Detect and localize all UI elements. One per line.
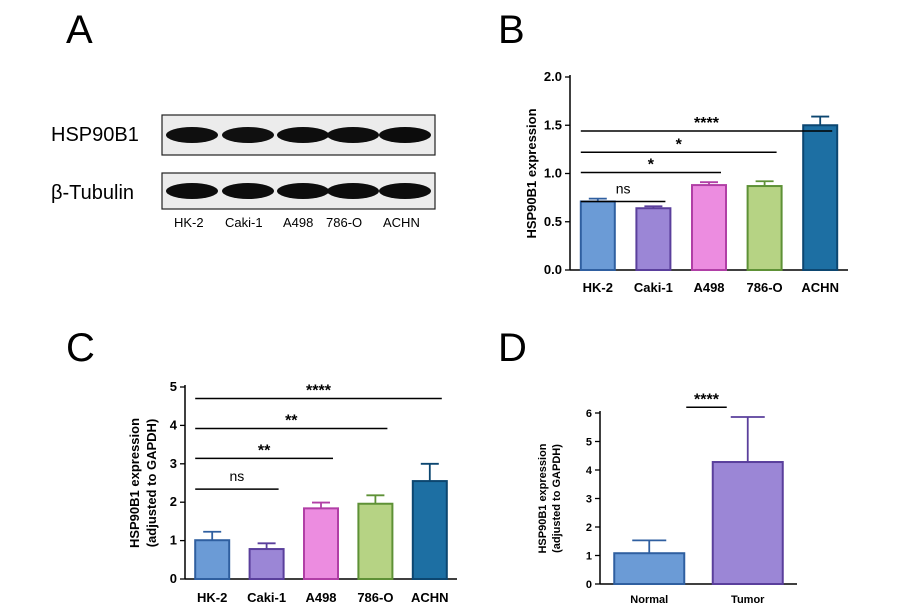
x-tick-label: HK-2 bbox=[197, 590, 227, 605]
x-tick-label: Tumor bbox=[731, 594, 765, 606]
x-tick-label: ACHN bbox=[411, 590, 449, 605]
x-tick-label: A498 bbox=[305, 590, 336, 605]
y-tick-label: 1 bbox=[170, 533, 177, 548]
blot-band bbox=[277, 127, 329, 143]
x-tick-label: 786-O bbox=[747, 280, 783, 295]
panel-label-c: C bbox=[66, 326, 95, 370]
x-tick-label: A498 bbox=[693, 280, 724, 295]
bar bbox=[635, 207, 672, 272]
y-tick-label: 5 bbox=[170, 379, 177, 394]
y-tick-label: 5 bbox=[586, 437, 592, 449]
blot-lane-label: ACHN bbox=[383, 215, 420, 230]
panel-label-a: A bbox=[66, 8, 93, 52]
significance-label: ** bbox=[285, 412, 298, 429]
blot-band bbox=[166, 127, 218, 143]
bar bbox=[357, 502, 394, 580]
y-tick-label: 0.0 bbox=[544, 262, 562, 277]
blot-band bbox=[379, 127, 431, 143]
bar bbox=[411, 480, 448, 580]
y-tick-label: 2 bbox=[586, 522, 592, 534]
bar bbox=[579, 200, 616, 271]
significance-label: ns bbox=[616, 180, 631, 196]
y-tick-label: 0 bbox=[170, 571, 177, 586]
blot-lane-label: 786-O bbox=[326, 215, 362, 230]
x-tick-label: 786-O bbox=[357, 590, 393, 605]
bar bbox=[303, 507, 339, 580]
y-tick-label: 2 bbox=[170, 494, 177, 509]
y-axis-label: (adjusted to GAPDH) bbox=[551, 444, 563, 553]
significance-label: ns bbox=[230, 468, 245, 484]
y-tick-label: 0.5 bbox=[544, 214, 562, 229]
x-tick-label: Caki-1 bbox=[634, 280, 673, 295]
blot-band bbox=[222, 183, 274, 199]
y-tick-label: 1.5 bbox=[544, 117, 562, 132]
blot-band bbox=[166, 183, 218, 199]
y-tick-label: 3 bbox=[170, 456, 177, 471]
y-tick-label: 2.0 bbox=[544, 69, 562, 84]
panel-label-d: D bbox=[498, 326, 527, 370]
chart-c: 0 1 2 3 4 5 HSP90B1 expression (adjusted to GAP… bbox=[127, 379, 457, 605]
y-tick-label: 6 bbox=[586, 408, 592, 420]
y-tick-label: 4 bbox=[586, 465, 593, 477]
bar bbox=[613, 552, 686, 585]
blot-lane-label: A498 bbox=[283, 215, 313, 230]
x-tick-label: HK-2 bbox=[583, 280, 613, 295]
y-axis-label: (adjusted to GAPDH) bbox=[144, 419, 159, 548]
significance-label: **** bbox=[306, 383, 332, 400]
blot-lane-label: Caki-1 bbox=[225, 215, 263, 230]
chart-b: 0.0 0.5 1.0 1.5 2.0 HSP90B1 expression HK-2 Cak… bbox=[524, 69, 848, 295]
y-axis-label: HSP90B1 expression bbox=[524, 108, 539, 238]
blot-band bbox=[327, 183, 379, 199]
y-tick-label: 1 bbox=[586, 551, 592, 563]
bar bbox=[746, 185, 783, 271]
blot-band bbox=[379, 183, 431, 199]
y-tick-label: 0 bbox=[586, 579, 592, 591]
y-axis-label: HSP90B1 expression bbox=[537, 443, 549, 553]
y-axis-label: HSP90B1 expression bbox=[127, 418, 142, 548]
significance-label: * bbox=[648, 157, 655, 174]
x-tick-label: ACHN bbox=[801, 280, 839, 295]
chart-d: 0 1 2 3 4 5 6 HSP90B1 expression (adjusted to GA… bbox=[537, 391, 797, 606]
significance-label: * bbox=[676, 136, 683, 153]
x-tick-label: Normal bbox=[630, 594, 668, 606]
blot-row-label: HSP90B1 bbox=[51, 124, 139, 146]
blot-row-label: β-Tubulin bbox=[51, 182, 134, 204]
bar bbox=[691, 184, 727, 271]
bar bbox=[248, 548, 285, 580]
blot-band bbox=[327, 127, 379, 143]
blot-band bbox=[222, 127, 274, 143]
blot-band bbox=[277, 183, 329, 199]
significance-label: **** bbox=[694, 115, 720, 132]
y-tick-label: 3 bbox=[586, 494, 592, 506]
blot-lane-label: HK-2 bbox=[174, 215, 204, 230]
bar bbox=[802, 124, 839, 271]
y-tick-label: 1.0 bbox=[544, 166, 562, 181]
significance-label: ** bbox=[258, 442, 271, 459]
bar bbox=[194, 539, 231, 581]
y-tick-label: 4 bbox=[170, 417, 178, 432]
panel-label-b: B bbox=[498, 8, 525, 52]
bar bbox=[711, 461, 784, 585]
x-tick-label: Caki-1 bbox=[247, 590, 286, 605]
significance-label: **** bbox=[694, 391, 720, 408]
western-blot: HSP90B1 β-Tubulin HK-2 Caki-1 A498 786-O… bbox=[51, 114, 436, 230]
